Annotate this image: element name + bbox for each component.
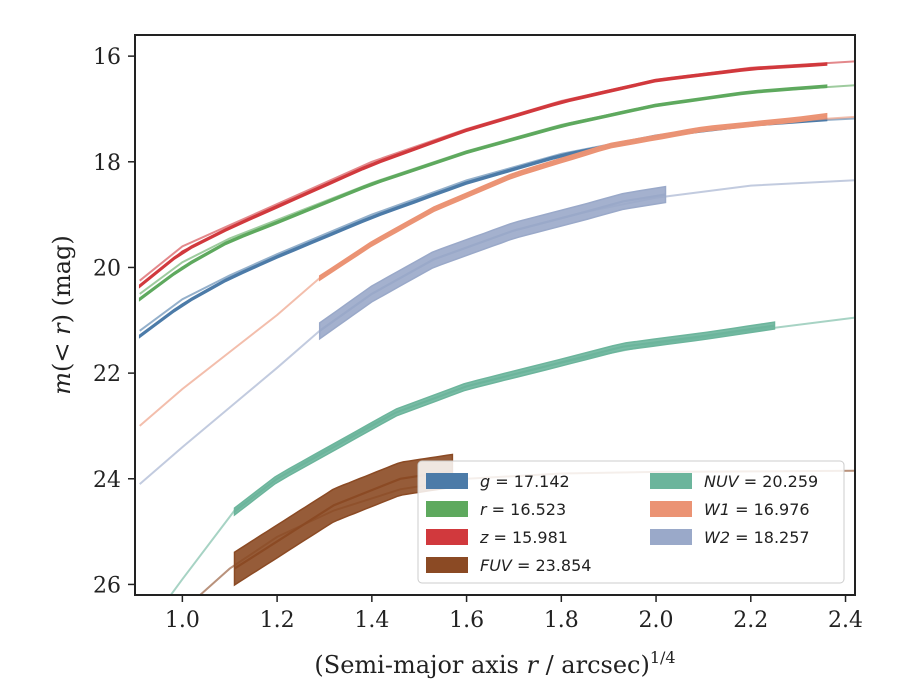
legend-label: NUV = 20.259 xyxy=(704,472,818,491)
series-band xyxy=(318,185,667,341)
series-1 xyxy=(138,84,855,302)
x-tick-label: 1.6 xyxy=(449,608,484,633)
y-axis: 16 18 20 22 24 26 xyxy=(93,45,135,598)
legend-swatch xyxy=(426,557,468,573)
legend-swatch xyxy=(650,473,692,489)
legend: g = 17.142 r = 16.523 z = 15.981 FUV = 23.8… xyxy=(417,460,845,584)
legend-label: g = 17.142 xyxy=(480,472,570,491)
series-model-line xyxy=(139,117,855,332)
y-tick-label: 22 xyxy=(93,362,121,387)
series-band xyxy=(138,84,828,302)
y-tick-label: 18 xyxy=(93,151,121,176)
legend-label: z = 15.981 xyxy=(479,528,568,547)
x-tick-label: 2.0 xyxy=(639,608,674,633)
plot-area xyxy=(138,60,855,595)
legend-swatch xyxy=(426,473,468,489)
y-tick-label: 26 xyxy=(93,573,121,598)
x-tick-label: 1.0 xyxy=(165,608,200,633)
series-band xyxy=(138,117,828,339)
x-tick-label: 1.8 xyxy=(544,608,579,633)
plot-frame xyxy=(134,34,856,596)
legend-swatch xyxy=(650,501,692,517)
x-axis: 1.0 1.2 1.4 1.6 1.8 2.0 2.2 2.4 xyxy=(165,595,863,633)
legend-label: r = 16.523 xyxy=(480,500,566,519)
series-6 xyxy=(139,179,855,485)
series-data-line xyxy=(233,324,775,513)
x-tick-label: 2.2 xyxy=(733,608,768,633)
series-2 xyxy=(138,60,855,289)
series-data-line xyxy=(319,193,666,332)
legend-label: FUV = 23.854 xyxy=(480,556,591,575)
series-data-line xyxy=(139,85,827,301)
series-5 xyxy=(139,112,855,427)
y-tick-label: 24 xyxy=(93,468,121,493)
legend-swatch xyxy=(426,501,468,517)
x-tick-label: 1.2 xyxy=(260,608,295,633)
legend-label: W2 = 18.257 xyxy=(704,528,810,547)
series-model-line xyxy=(139,84,855,295)
y-axis-title: m(< r) (mag) xyxy=(48,235,76,395)
y-tick-label: 20 xyxy=(93,256,121,281)
legend-box xyxy=(417,460,845,584)
x-tick-label: 2.4 xyxy=(828,608,863,633)
series-band xyxy=(233,321,776,517)
series-band xyxy=(318,112,828,282)
legend-swatch xyxy=(426,529,468,545)
x-axis-title: (Semi-major axis r / arcsec)1/4 xyxy=(314,648,675,679)
series-4 xyxy=(169,316,855,595)
legend-label: W1 = 16.976 xyxy=(704,500,810,519)
y-tick-label: 16 xyxy=(93,45,121,70)
legend-swatch xyxy=(650,529,692,545)
x-tick-label: 1.4 xyxy=(354,608,389,633)
series-data-line xyxy=(319,114,827,279)
series-data-line xyxy=(139,118,827,337)
series-data-line xyxy=(139,63,827,287)
